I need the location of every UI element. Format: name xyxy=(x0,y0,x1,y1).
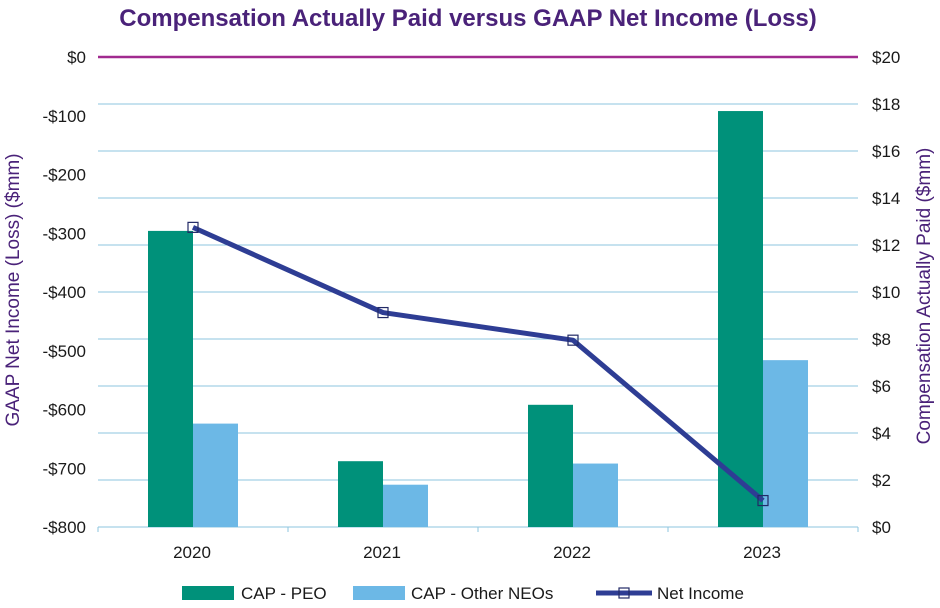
right-tick-label: $2 xyxy=(872,471,891,490)
legend-swatch-cap-other-neos xyxy=(353,586,405,600)
bar-cap-other-neos-2020 xyxy=(193,423,238,527)
net-income-marker-2022 xyxy=(567,334,579,346)
legend-label-cap-peo: CAP - PEO xyxy=(241,584,327,603)
left-tick-label: $0 xyxy=(67,48,86,67)
right-axis-label: Compensation Actually Paid ($mm) xyxy=(914,148,935,445)
left-tick-label: -$200 xyxy=(43,166,86,185)
left-tick-label: -$600 xyxy=(43,401,86,420)
net-income-line xyxy=(191,225,765,503)
bar-cap-other-neos-2023 xyxy=(763,360,808,527)
left-axis-label: GAAP Net Income (Loss) ($mm) xyxy=(3,153,24,426)
right-tick-label: $18 xyxy=(872,95,900,114)
legend: CAP - PEO CAP - Other NEOs Net Income xyxy=(182,584,744,603)
left-axis-ticks: $0 -$100 -$200 -$300 -$400 -$500 -$600 -$700 -$8… xyxy=(43,48,86,537)
bar-cap-peo-2020 xyxy=(148,230,193,527)
bar-cap-other-neos-2022 xyxy=(573,463,618,527)
right-tick-label: $16 xyxy=(872,142,900,161)
x-tick-label: 2022 xyxy=(553,543,591,562)
bar-cap-peo-2022 xyxy=(528,404,573,527)
right-axis-ticks: $20 $18 $16 $14 $12 $10 $8 $6 $4 $2 $0 xyxy=(872,48,900,537)
right-tick-label: $14 xyxy=(872,189,900,208)
left-tick-label: -$300 xyxy=(43,224,86,243)
net-income-marker-2020 xyxy=(187,221,199,233)
x-tick-label: 2023 xyxy=(743,543,781,562)
legend-marker-net-income xyxy=(618,587,630,599)
right-tick-label: $8 xyxy=(872,330,891,349)
bars xyxy=(148,111,808,528)
legend-label-net-income: Net Income xyxy=(657,584,744,603)
right-tick-label: $4 xyxy=(872,424,891,443)
right-tick-label: $0 xyxy=(872,518,891,537)
chart-title: Compensation Actually Paid versus GAAP N… xyxy=(119,5,817,32)
right-tick-label: $12 xyxy=(872,236,900,255)
left-tick-label: -$700 xyxy=(43,459,86,478)
right-tick-label: $20 xyxy=(872,48,900,67)
legend-swatch-cap-peo xyxy=(182,586,234,600)
bar-cap-peo-2023 xyxy=(718,111,763,528)
left-tick-label: -$500 xyxy=(43,342,86,361)
net-income-marker-2021 xyxy=(377,306,389,319)
bar-cap-other-neos-2021 xyxy=(383,484,428,527)
left-tick-label: -$100 xyxy=(43,107,86,126)
net-income-series xyxy=(187,221,769,507)
left-tick-label: -$400 xyxy=(43,283,86,302)
legend-label-cap-other-neos: CAP - Other NEOs xyxy=(411,584,553,603)
right-tick-label: $6 xyxy=(872,377,891,396)
x-tick-label: 2021 xyxy=(363,543,401,562)
x-tick-label: 2020 xyxy=(173,543,211,562)
x-axis-ticks: 2020 2021 2022 2023 xyxy=(173,543,781,562)
bar-cap-peo-2021 xyxy=(338,461,383,527)
net-income-marker-2023 xyxy=(757,494,769,507)
right-tick-label: $10 xyxy=(872,283,900,302)
left-tick-label: -$800 xyxy=(43,518,86,537)
